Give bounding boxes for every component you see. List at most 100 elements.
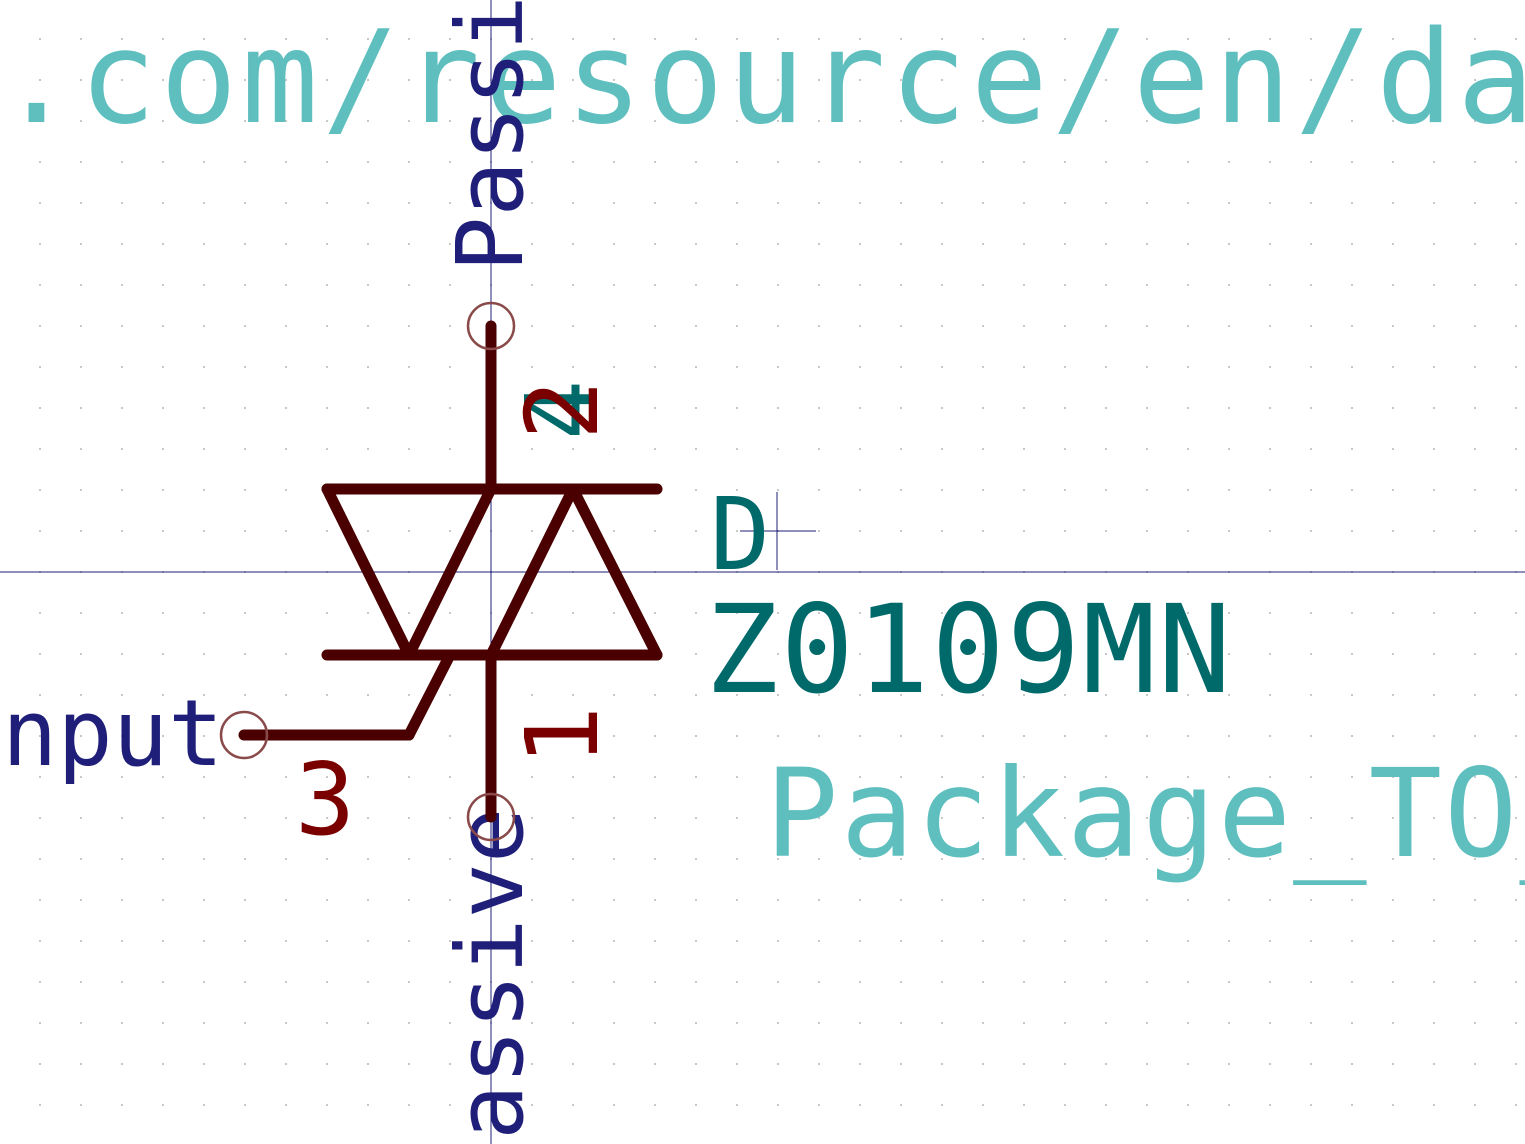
grid-dot	[1064, 1104, 1066, 1106]
grid-dot	[654, 79, 656, 81]
grid-dot	[572, 325, 574, 327]
pin-2-endpoint[interactable]	[466, 301, 516, 351]
grid-dot	[531, 694, 533, 696]
grid-dot	[285, 981, 287, 983]
grid-dot	[859, 981, 861, 983]
grid-dot	[1269, 612, 1271, 614]
grid-dot	[408, 1104, 410, 1106]
grid-dot	[531, 981, 533, 983]
grid-dot	[859, 120, 861, 122]
grid-dot	[285, 776, 287, 778]
grid-dot	[531, 161, 533, 163]
grid-dot	[1515, 489, 1517, 491]
grid-dot	[1023, 530, 1025, 532]
grid-dot	[1023, 1022, 1025, 1024]
grid-dot	[408, 407, 410, 409]
grid-dot	[1310, 161, 1312, 163]
grid-dot	[859, 1022, 861, 1024]
grid-dot	[613, 1104, 615, 1106]
pin-1-endpoint[interactable]	[466, 792, 516, 842]
pin-3-endpoint[interactable]	[219, 710, 269, 760]
grid-dot	[531, 735, 533, 737]
grid-dot	[1269, 735, 1271, 737]
grid-dot	[121, 366, 123, 368]
grid-dot	[941, 202, 943, 204]
grid-dot	[613, 817, 615, 819]
grid-dot	[408, 612, 410, 614]
grid-dot	[1105, 366, 1107, 368]
footprint-field[interactable]: Package_TO_	[765, 743, 1525, 885]
grid-dot	[244, 79, 246, 81]
grid-dot	[1351, 448, 1353, 450]
grid-dot	[1023, 202, 1025, 204]
grid-dot	[162, 79, 164, 81]
grid-dot	[121, 981, 123, 983]
grid-dot	[326, 1104, 328, 1106]
grid-dot	[80, 325, 82, 327]
grid-dot	[900, 817, 902, 819]
grid-dot	[695, 161, 697, 163]
grid-dot	[326, 38, 328, 40]
grid-dot	[818, 735, 820, 737]
grid-dot	[203, 1063, 205, 1065]
grid-dot	[408, 776, 410, 778]
grid-dot	[531, 612, 533, 614]
grid-dot	[982, 1063, 984, 1065]
grid-dot	[695, 366, 697, 368]
grid-dot	[121, 612, 123, 614]
grid-dot	[203, 735, 205, 737]
grid-dot	[1064, 202, 1066, 204]
grid-dot	[1187, 38, 1189, 40]
grid-dot	[1187, 735, 1189, 737]
grid-dot	[1146, 981, 1148, 983]
grid-dot	[1433, 653, 1435, 655]
grid-dot	[244, 694, 246, 696]
grid-dot	[1351, 981, 1353, 983]
triac-symbol[interactable]	[238, 320, 663, 823]
grid-dot	[941, 325, 943, 327]
grid-dot	[900, 899, 902, 901]
grid-dot	[941, 38, 943, 40]
grid-dot	[777, 1104, 779, 1106]
grid-dot	[613, 776, 615, 778]
grid-dot	[1515, 161, 1517, 163]
grid-dot	[1433, 694, 1435, 696]
grid-dot	[1187, 120, 1189, 122]
grid-dot	[1023, 489, 1025, 491]
grid-dot	[121, 530, 123, 532]
grid-dot	[572, 38, 574, 40]
grid-dot	[1146, 202, 1148, 204]
grid-dot	[859, 1104, 861, 1106]
grid-dot	[39, 1063, 41, 1065]
grid-dot	[982, 161, 984, 163]
grid-dot	[941, 981, 943, 983]
grid-dot	[1023, 38, 1025, 40]
grid-dot	[80, 202, 82, 204]
grid-dot	[1187, 366, 1189, 368]
grid-dot	[654, 161, 656, 163]
grid-dot	[1351, 489, 1353, 491]
grid-dot	[982, 653, 984, 655]
reference-field[interactable]: D	[710, 476, 770, 593]
grid-dot	[1392, 735, 1394, 737]
grid-dot	[736, 735, 738, 737]
grid-dot	[80, 38, 82, 40]
grid-dot	[1392, 366, 1394, 368]
grid-dot	[1064, 530, 1066, 532]
grid-dot	[39, 448, 41, 450]
datasheet-field[interactable]: .com/resource/en/datas	[0, 4, 1525, 153]
value-field[interactable]: Z0109MN	[705, 579, 1233, 721]
grid-dot	[285, 653, 287, 655]
grid-dot	[1269, 530, 1271, 532]
grid-dot	[1392, 694, 1394, 696]
grid-dot	[326, 243, 328, 245]
grid-dot	[1146, 120, 1148, 122]
grid-dot	[1351, 940, 1353, 942]
grid-dot	[1515, 694, 1517, 696]
grid-dot	[777, 1022, 779, 1024]
grid-dot	[203, 940, 205, 942]
grid-dot	[1433, 161, 1435, 163]
grid-dot	[80, 489, 82, 491]
grid-dot	[1228, 817, 1230, 819]
